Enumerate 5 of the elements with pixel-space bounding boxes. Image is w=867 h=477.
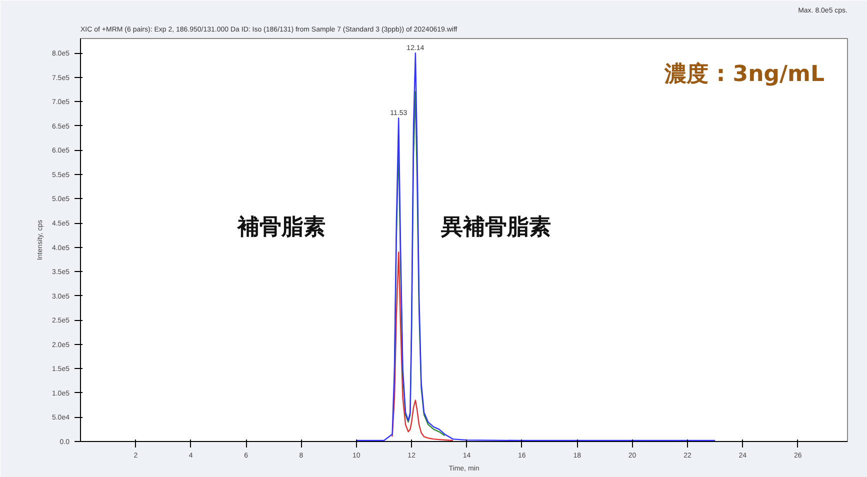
line-series [392,252,454,442]
annotation: 異補骨脂素 [440,215,551,240]
annotation: 濃度 : 3ng/mL [664,60,824,87]
annotation: 補骨脂素 [236,215,326,240]
line-series [356,52,716,442]
